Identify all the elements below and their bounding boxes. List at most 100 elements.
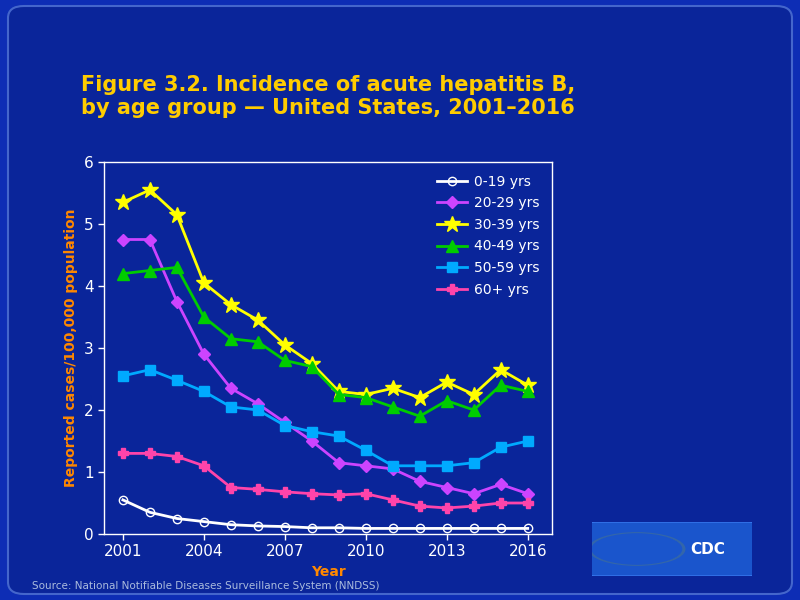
60+ yrs bbox=[226, 484, 236, 491]
50-59 yrs bbox=[523, 437, 533, 445]
0-19 yrs bbox=[442, 525, 451, 532]
30-39 yrs bbox=[145, 186, 154, 193]
60+ yrs bbox=[199, 462, 209, 469]
50-59 yrs bbox=[307, 428, 317, 436]
60+ yrs bbox=[388, 496, 398, 503]
60+ yrs bbox=[523, 499, 533, 506]
50-59 yrs bbox=[334, 433, 343, 440]
Y-axis label: Reported cases/100,000 population: Reported cases/100,000 population bbox=[64, 209, 78, 487]
60+ yrs bbox=[469, 502, 478, 509]
20-29 yrs bbox=[496, 481, 506, 488]
30-39 yrs bbox=[388, 385, 398, 392]
40-49 yrs bbox=[307, 363, 317, 370]
50-59 yrs bbox=[172, 377, 182, 384]
40-49 yrs bbox=[388, 403, 398, 410]
60+ yrs bbox=[307, 490, 317, 497]
20-29 yrs bbox=[388, 466, 398, 473]
50-59 yrs bbox=[280, 422, 290, 429]
Line: 40-49 yrs: 40-49 yrs bbox=[118, 262, 534, 422]
60+ yrs bbox=[415, 502, 425, 509]
20-29 yrs bbox=[226, 385, 236, 392]
40-49 yrs bbox=[226, 335, 236, 342]
60+ yrs bbox=[253, 486, 262, 493]
Text: Source: National Notifiable Diseases Surveillance System (NNDSS): Source: National Notifiable Diseases Sur… bbox=[32, 581, 379, 591]
50-59 yrs bbox=[469, 459, 478, 466]
50-59 yrs bbox=[415, 462, 425, 469]
60+ yrs bbox=[361, 490, 370, 497]
0-19 yrs bbox=[199, 518, 209, 525]
30-39 yrs bbox=[415, 394, 425, 401]
50-59 yrs bbox=[253, 406, 262, 413]
20-29 yrs bbox=[118, 236, 128, 243]
20-29 yrs bbox=[280, 419, 290, 426]
0-19 yrs bbox=[469, 525, 478, 532]
40-49 yrs bbox=[280, 357, 290, 364]
60+ yrs bbox=[172, 453, 182, 460]
30-39 yrs bbox=[226, 301, 236, 308]
0-19 yrs bbox=[415, 525, 425, 532]
20-29 yrs bbox=[199, 350, 209, 358]
Line: 30-39 yrs: 30-39 yrs bbox=[114, 182, 536, 406]
50-59 yrs bbox=[118, 372, 128, 380]
Line: 50-59 yrs: 50-59 yrs bbox=[118, 365, 533, 470]
60+ yrs bbox=[496, 499, 506, 506]
60+ yrs bbox=[280, 488, 290, 496]
30-39 yrs bbox=[199, 279, 209, 286]
40-49 yrs bbox=[523, 388, 533, 395]
20-29 yrs bbox=[334, 459, 343, 466]
30-39 yrs bbox=[253, 317, 262, 324]
Text: Figure 3.2. Incidence of acute hepatitis B,
by age group — United States, 2001–2: Figure 3.2. Incidence of acute hepatitis… bbox=[81, 75, 575, 118]
40-49 yrs bbox=[334, 391, 343, 398]
Legend: 0-19 yrs, 20-29 yrs, 30-39 yrs, 40-49 yrs, 50-59 yrs, 60+ yrs: 0-19 yrs, 20-29 yrs, 30-39 yrs, 40-49 yr… bbox=[431, 169, 545, 302]
20-29 yrs bbox=[172, 298, 182, 305]
40-49 yrs bbox=[172, 264, 182, 271]
0-19 yrs bbox=[307, 524, 317, 532]
40-49 yrs bbox=[199, 313, 209, 320]
20-29 yrs bbox=[442, 484, 451, 491]
50-59 yrs bbox=[496, 443, 506, 451]
0-19 yrs bbox=[253, 523, 262, 530]
30-39 yrs bbox=[469, 391, 478, 398]
40-49 yrs bbox=[361, 394, 370, 401]
20-29 yrs bbox=[253, 400, 262, 407]
20-29 yrs bbox=[307, 437, 317, 445]
50-59 yrs bbox=[226, 403, 236, 410]
Line: 60+ yrs: 60+ yrs bbox=[118, 449, 533, 513]
Circle shape bbox=[589, 533, 685, 565]
40-49 yrs bbox=[253, 338, 262, 346]
40-49 yrs bbox=[442, 397, 451, 404]
Line: 0-19 yrs: 0-19 yrs bbox=[118, 496, 532, 533]
30-39 yrs bbox=[334, 388, 343, 395]
50-59 yrs bbox=[442, 462, 451, 469]
0-19 yrs bbox=[388, 525, 398, 532]
20-29 yrs bbox=[469, 490, 478, 497]
20-29 yrs bbox=[145, 236, 154, 243]
30-39 yrs bbox=[442, 379, 451, 386]
0-19 yrs bbox=[523, 525, 533, 532]
30-39 yrs bbox=[361, 391, 370, 398]
40-49 yrs bbox=[469, 406, 478, 413]
20-29 yrs bbox=[361, 462, 370, 469]
Line: 20-29 yrs: 20-29 yrs bbox=[118, 235, 532, 498]
60+ yrs bbox=[334, 491, 343, 499]
X-axis label: Year: Year bbox=[310, 565, 346, 579]
0-19 yrs bbox=[361, 525, 370, 532]
0-19 yrs bbox=[226, 521, 236, 529]
50-59 yrs bbox=[145, 366, 154, 373]
50-59 yrs bbox=[199, 388, 209, 395]
40-49 yrs bbox=[118, 270, 128, 277]
60+ yrs bbox=[442, 505, 451, 512]
40-49 yrs bbox=[415, 413, 425, 420]
Text: CDC: CDC bbox=[690, 541, 725, 557]
50-59 yrs bbox=[361, 446, 370, 454]
FancyBboxPatch shape bbox=[587, 521, 757, 577]
40-49 yrs bbox=[145, 267, 154, 274]
30-39 yrs bbox=[172, 211, 182, 218]
60+ yrs bbox=[145, 450, 154, 457]
0-19 yrs bbox=[280, 523, 290, 530]
30-39 yrs bbox=[307, 360, 317, 367]
60+ yrs bbox=[118, 450, 128, 457]
0-19 yrs bbox=[118, 496, 128, 503]
30-39 yrs bbox=[280, 341, 290, 349]
40-49 yrs bbox=[496, 382, 506, 389]
